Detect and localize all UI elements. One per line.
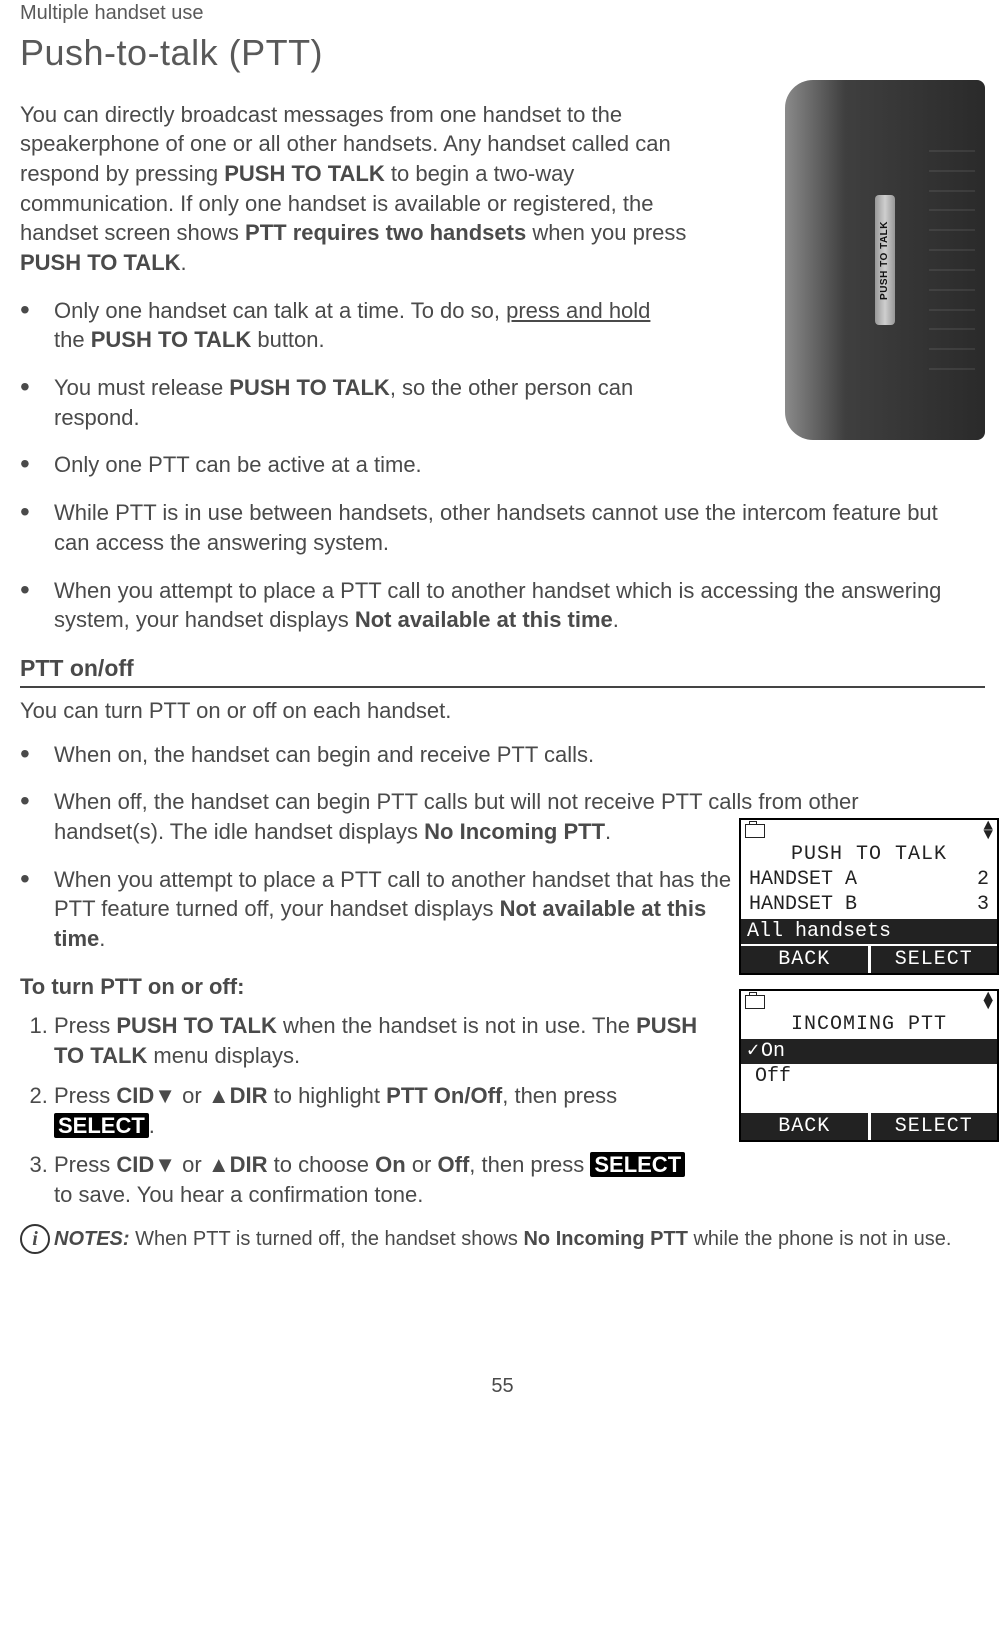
step-item: Press CID▼ or ▲DIR to choose On or Off, … xyxy=(54,1150,704,1209)
lcd-row: HANDSET A 2 xyxy=(747,867,991,892)
ptt-side-button: PUSH TO TALK xyxy=(875,195,895,325)
lcd-title: PUSH TO TALK xyxy=(747,842,991,867)
info-icon: i xyxy=(20,1224,50,1254)
subheading-ptt-onoff: PTT on/off xyxy=(20,653,985,684)
page-title: Push-to-talk (PTT) xyxy=(20,29,985,78)
handset-image: PUSH TO TALK xyxy=(785,80,985,440)
scroll-arrows-icon: ▲▼ xyxy=(983,993,993,1011)
ptt-onoff-intro: You can turn PTT on or off on each hands… xyxy=(20,696,985,726)
section-label: Multiple handset use xyxy=(20,0,985,27)
lcd-softkeys: BACK SELECT xyxy=(741,1113,997,1140)
softkey-select: SELECT xyxy=(871,1113,998,1140)
lcd-highlighted-row: On xyxy=(741,1039,997,1064)
lcd-highlighted-row: All handsets xyxy=(741,919,997,944)
down-triangle-icon: ▼ xyxy=(154,1083,176,1108)
notes-block: i NOTES: When PTT is turned off, the han… xyxy=(20,1226,985,1253)
lcd-title: INCOMING PTT xyxy=(747,1012,991,1037)
softkey-select: SELECT xyxy=(871,946,998,973)
step-item: Press PUSH TO TALK when the handset is n… xyxy=(54,1011,704,1070)
list-item: Only one PTT can be active at a time. xyxy=(20,450,954,480)
list-item: While PTT is in use between handsets, ot… xyxy=(20,498,954,557)
list-item: You must release PUSH TO TALK, so the ot… xyxy=(20,373,694,432)
lcd-row: HANDSET B 3 xyxy=(747,892,991,917)
lcd-softkeys: BACK SELECT xyxy=(741,946,997,973)
scroll-arrows-icon: ▲▼ xyxy=(983,822,993,840)
list-item: When you attempt to place a PTT call to … xyxy=(20,865,734,954)
down-triangle-icon: ▼ xyxy=(154,1152,176,1177)
step-item: Press CID▼ or ▲DIR to highlight PTT On/O… xyxy=(54,1081,704,1140)
up-triangle-icon: ▲ xyxy=(208,1152,230,1177)
lcd-incoming-ptt: ▲▼ INCOMING PTT On Off BACK SELECT xyxy=(739,989,999,1143)
softkey-back: BACK xyxy=(741,946,871,973)
page-number: 55 xyxy=(20,1373,985,1400)
select-key-label: SELECT xyxy=(54,1113,149,1138)
select-key-label: SELECT xyxy=(590,1152,685,1177)
notes-label: NOTES: xyxy=(54,1228,130,1250)
ptt-side-button-label: PUSH TO TALK xyxy=(878,221,892,300)
list-item: When you attempt to place a PTT call to … xyxy=(20,576,954,635)
lcd-push-to-talk: ▲▼ PUSH TO TALK HANDSET A 2 HANDSET B 3 … xyxy=(739,818,999,975)
up-triangle-icon: ▲ xyxy=(208,1083,230,1108)
intro-paragraph: You can directly broadcast messages from… xyxy=(20,100,700,278)
list-item: Only one handset can talk at a time. To … xyxy=(20,296,674,355)
list-item: When on, the handset can begin and recei… xyxy=(20,740,954,770)
battery-icon xyxy=(745,995,765,1009)
divider xyxy=(20,686,985,688)
softkey-back: BACK xyxy=(741,1113,871,1140)
lcd-row: Off xyxy=(741,1064,997,1111)
battery-icon xyxy=(745,824,765,838)
